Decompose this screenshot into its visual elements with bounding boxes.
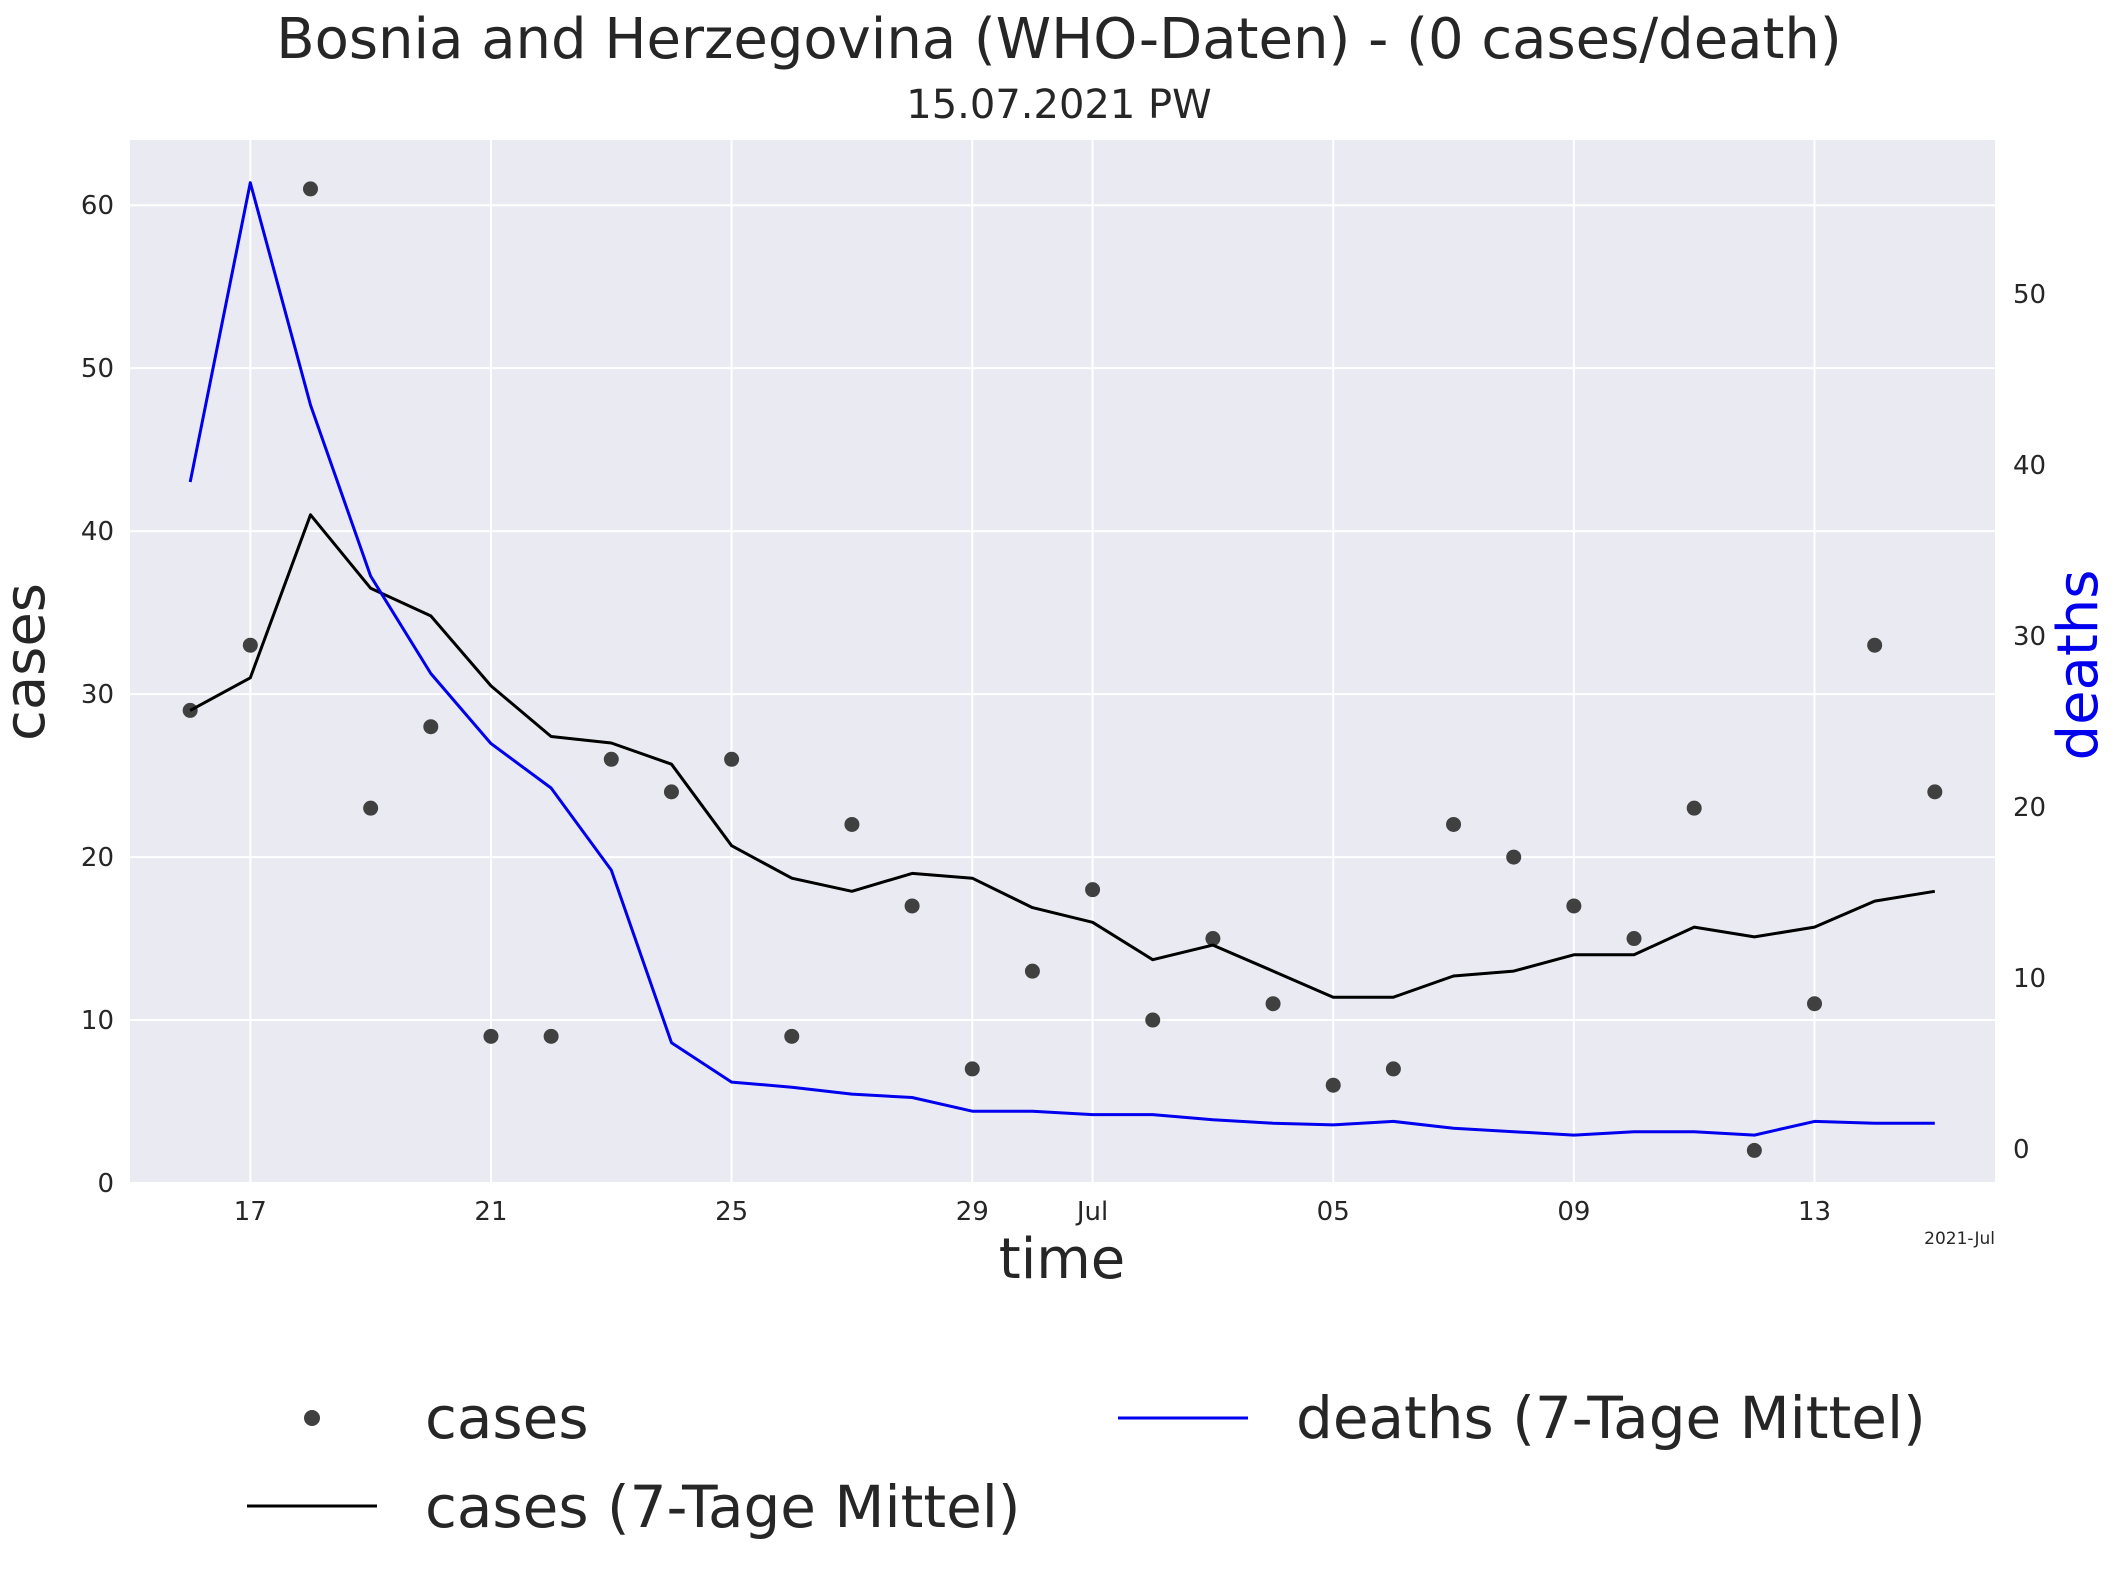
y2-tick-label: 50 <box>2013 280 2046 310</box>
point-cases <box>1566 898 1582 914</box>
y-tick-label: 20 <box>81 843 114 873</box>
point-cases <box>363 800 379 816</box>
x-axis-label: time <box>999 1227 1126 1292</box>
y-tick-label: 60 <box>81 191 114 221</box>
legend-label-cases: cases <box>425 1384 589 1452</box>
x-tick-label: 29 <box>956 1197 989 1227</box>
y-axis-right: 0 10 20 30 40 50 <box>2013 280 2046 1165</box>
point-cases <box>663 784 679 800</box>
point-cases <box>724 751 740 767</box>
point-cases <box>483 1028 499 1044</box>
y-tick-label: 40 <box>81 517 114 547</box>
point-cases <box>1385 1061 1401 1077</box>
x-tick-label: 05 <box>1317 1197 1350 1227</box>
point-cases <box>423 719 439 735</box>
point-cases <box>1325 1077 1341 1093</box>
point-cases <box>1686 800 1702 816</box>
y2-tick-label: 30 <box>2013 622 2046 652</box>
chart-title: Bosnia and Herzegovina (WHO-Daten) - (0 … <box>276 7 1842 72</box>
x-tick-label: 25 <box>715 1197 748 1227</box>
grid <box>130 140 1995 1184</box>
x-tick-label: 21 <box>474 1197 507 1227</box>
point-cases <box>1205 931 1221 947</box>
point-cases <box>1446 816 1462 832</box>
point-cases <box>1506 849 1522 865</box>
legend-label-deaths-mean: deaths (7-Tage Mittel) <box>1296 1384 1926 1452</box>
point-cases <box>543 1028 559 1044</box>
x-tick-label: 17 <box>234 1197 267 1227</box>
point-cases <box>182 702 198 718</box>
point-cases <box>1085 882 1101 898</box>
point-cases <box>1746 1142 1762 1158</box>
x-tick-label: Jul <box>1075 1197 1108 1227</box>
legend-label-cases-mean: cases (7-Tage Mittel) <box>425 1473 1021 1541</box>
series-line-deaths-7-tage-mittel <box>188 181 1935 1137</box>
point-cases <box>603 751 619 767</box>
legend: cases cases (7-Tage Mittel) deaths (7-Ta… <box>247 1384 1926 1541</box>
y2-tick-label: 20 <box>2013 793 2046 823</box>
point-cases <box>302 181 318 197</box>
y-tick-label: 50 <box>81 354 114 384</box>
y2-tick-label: 40 <box>2013 451 2046 481</box>
y-tick-label: 0 <box>97 1169 114 1199</box>
point-cases <box>1626 931 1642 947</box>
point-cases <box>784 1028 800 1044</box>
point-cases <box>242 637 258 653</box>
y2-axis-label: deaths <box>2046 570 2111 761</box>
point-cases <box>904 898 920 914</box>
point-cases <box>1145 1012 1161 1028</box>
chart-subtitle: 15.07.2021 PW <box>906 82 1211 128</box>
series-line-cases-7-tage-mittel <box>189 513 1936 999</box>
point-cases <box>844 816 860 832</box>
point-cases <box>964 1061 980 1077</box>
y-axis-left: 0 10 20 30 40 50 60 <box>81 191 114 1199</box>
x-tick-label: 09 <box>1557 1197 1590 1227</box>
point-cases <box>1024 963 1040 979</box>
y-axis-label: cases <box>0 583 58 741</box>
point-cases <box>1927 784 1943 800</box>
x-tick-label: 13 <box>1798 1197 1831 1227</box>
plot-area <box>130 140 1995 1183</box>
x-offset-label: 2021-Jul <box>1924 1229 1995 1249</box>
y-tick-label: 30 <box>81 680 114 710</box>
point-cases <box>1265 996 1281 1012</box>
x-axis: 17 21 25 29 Jul 05 09 13 <box>234 1197 1831 1227</box>
legend-marker-cases <box>304 1410 320 1426</box>
y-tick-label: 10 <box>81 1006 114 1036</box>
y2-tick-label: 10 <box>2013 964 2046 994</box>
y2-tick-label: 0 <box>2013 1135 2030 1165</box>
point-cases <box>1807 996 1823 1012</box>
point-cases <box>1867 637 1883 653</box>
series-layer <box>182 181 1943 1158</box>
